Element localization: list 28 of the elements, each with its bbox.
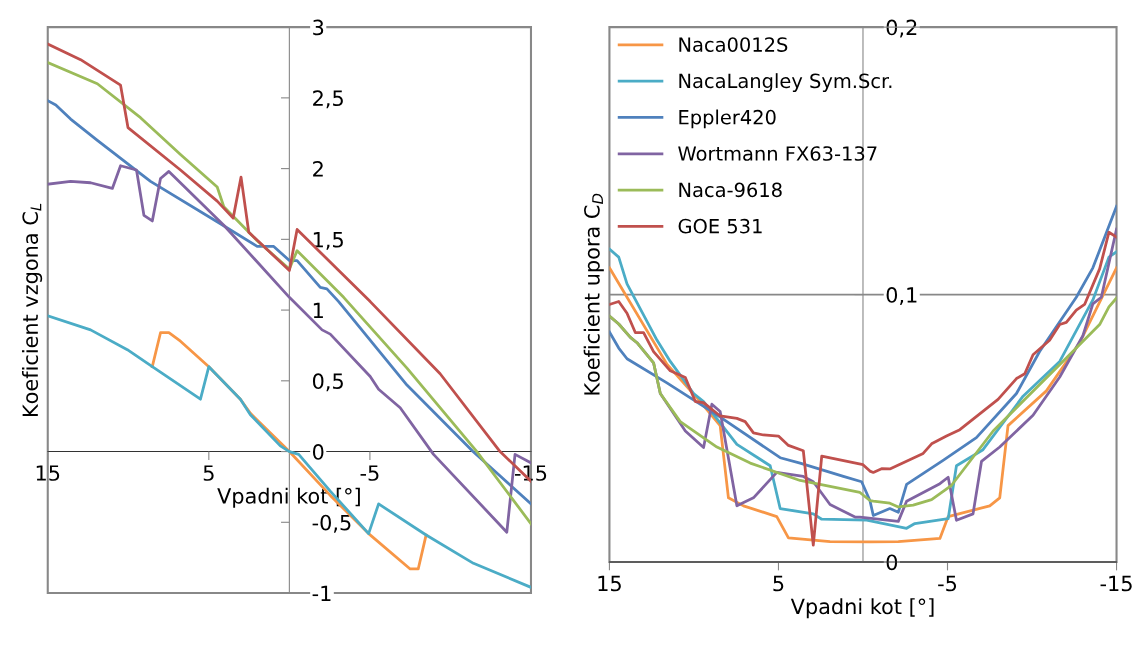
y-tick-label: 3	[313, 19, 324, 36]
y-tick-label: 1	[313, 302, 323, 318]
x-tick-label: 15	[36, 465, 60, 481]
legend-label: Wortmann FX63-137	[678, 146, 877, 161]
y-tick-label: 0	[886, 554, 898, 571]
y-axis-title: Koeficient upora C$_{D}$	[583, 193, 604, 395]
y-axis-title: Koeficient vzgona C$_{L}$	[21, 203, 43, 416]
y-tick-label: 0,1	[886, 287, 917, 305]
x-tick-label: 5	[773, 575, 784, 592]
y-tick-label: 2,5	[313, 90, 343, 109]
x-tick-label: 5	[203, 465, 214, 481]
legend-label: Eppler420	[679, 109, 776, 129]
y-tick-label: 0,2	[886, 19, 917, 38]
legend-label: NacaLangley Sym.Scr.	[679, 73, 892, 92]
x-tick-label: -5	[938, 575, 957, 592]
x-tick-label: -15	[1100, 575, 1132, 592]
x-axis-title: Vpadni kot [°]	[790, 598, 934, 619]
legend-label: Naca-9618	[679, 182, 782, 198]
x-tick-label: 15	[598, 575, 621, 592]
y-tick-label: 2	[313, 161, 323, 177]
y-tick-label: 0	[312, 444, 324, 460]
y-tick-label: 0,5	[312, 373, 343, 392]
y-tick-label: 1,5	[313, 232, 343, 250]
legend-label: GOE 531	[678, 218, 762, 234]
legend-label: Naca0012S	[679, 37, 788, 52]
y-tick-label: -1	[312, 585, 331, 601]
y-tick-label: -0,5	[312, 514, 351, 533]
x-tick-label: -5	[360, 465, 379, 481]
